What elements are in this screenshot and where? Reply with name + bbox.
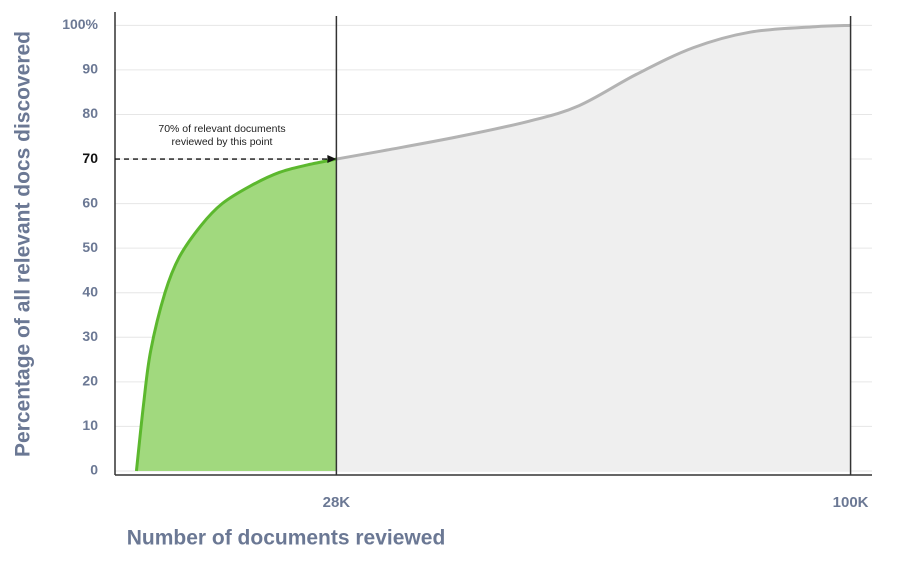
y-tick-label: 30 xyxy=(82,328,98,344)
y-tick-label: 20 xyxy=(82,373,98,389)
y-tick-label: 80 xyxy=(82,105,98,121)
y-tick-label: 50 xyxy=(82,239,98,255)
area-fill xyxy=(136,159,337,471)
y-tick-label: 100% xyxy=(62,16,98,32)
y-tick-label: 40 xyxy=(82,283,98,299)
annotation-text: 70% of relevant documents xyxy=(158,123,285,135)
y-tick-label: 0 xyxy=(90,462,98,478)
arrow-head xyxy=(327,155,337,164)
y-axis-title: Percentage of all relevant docs discover… xyxy=(12,31,35,457)
y-tick-label: 60 xyxy=(82,194,98,210)
x-axis-title: Number of documents reviewed xyxy=(127,527,446,550)
y-tick-label: 10 xyxy=(82,417,98,433)
annotation-text: reviewed by this point xyxy=(172,136,273,148)
plot-back xyxy=(115,24,872,472)
x-tick-label: 28K xyxy=(323,494,351,511)
y-tick-label: 90 xyxy=(82,61,98,77)
area-line xyxy=(336,23,851,161)
y-tick-label: 70 xyxy=(82,150,98,166)
x-tick-label: 100K xyxy=(833,494,869,511)
area-line xyxy=(134,157,337,472)
area-fill xyxy=(336,25,851,472)
